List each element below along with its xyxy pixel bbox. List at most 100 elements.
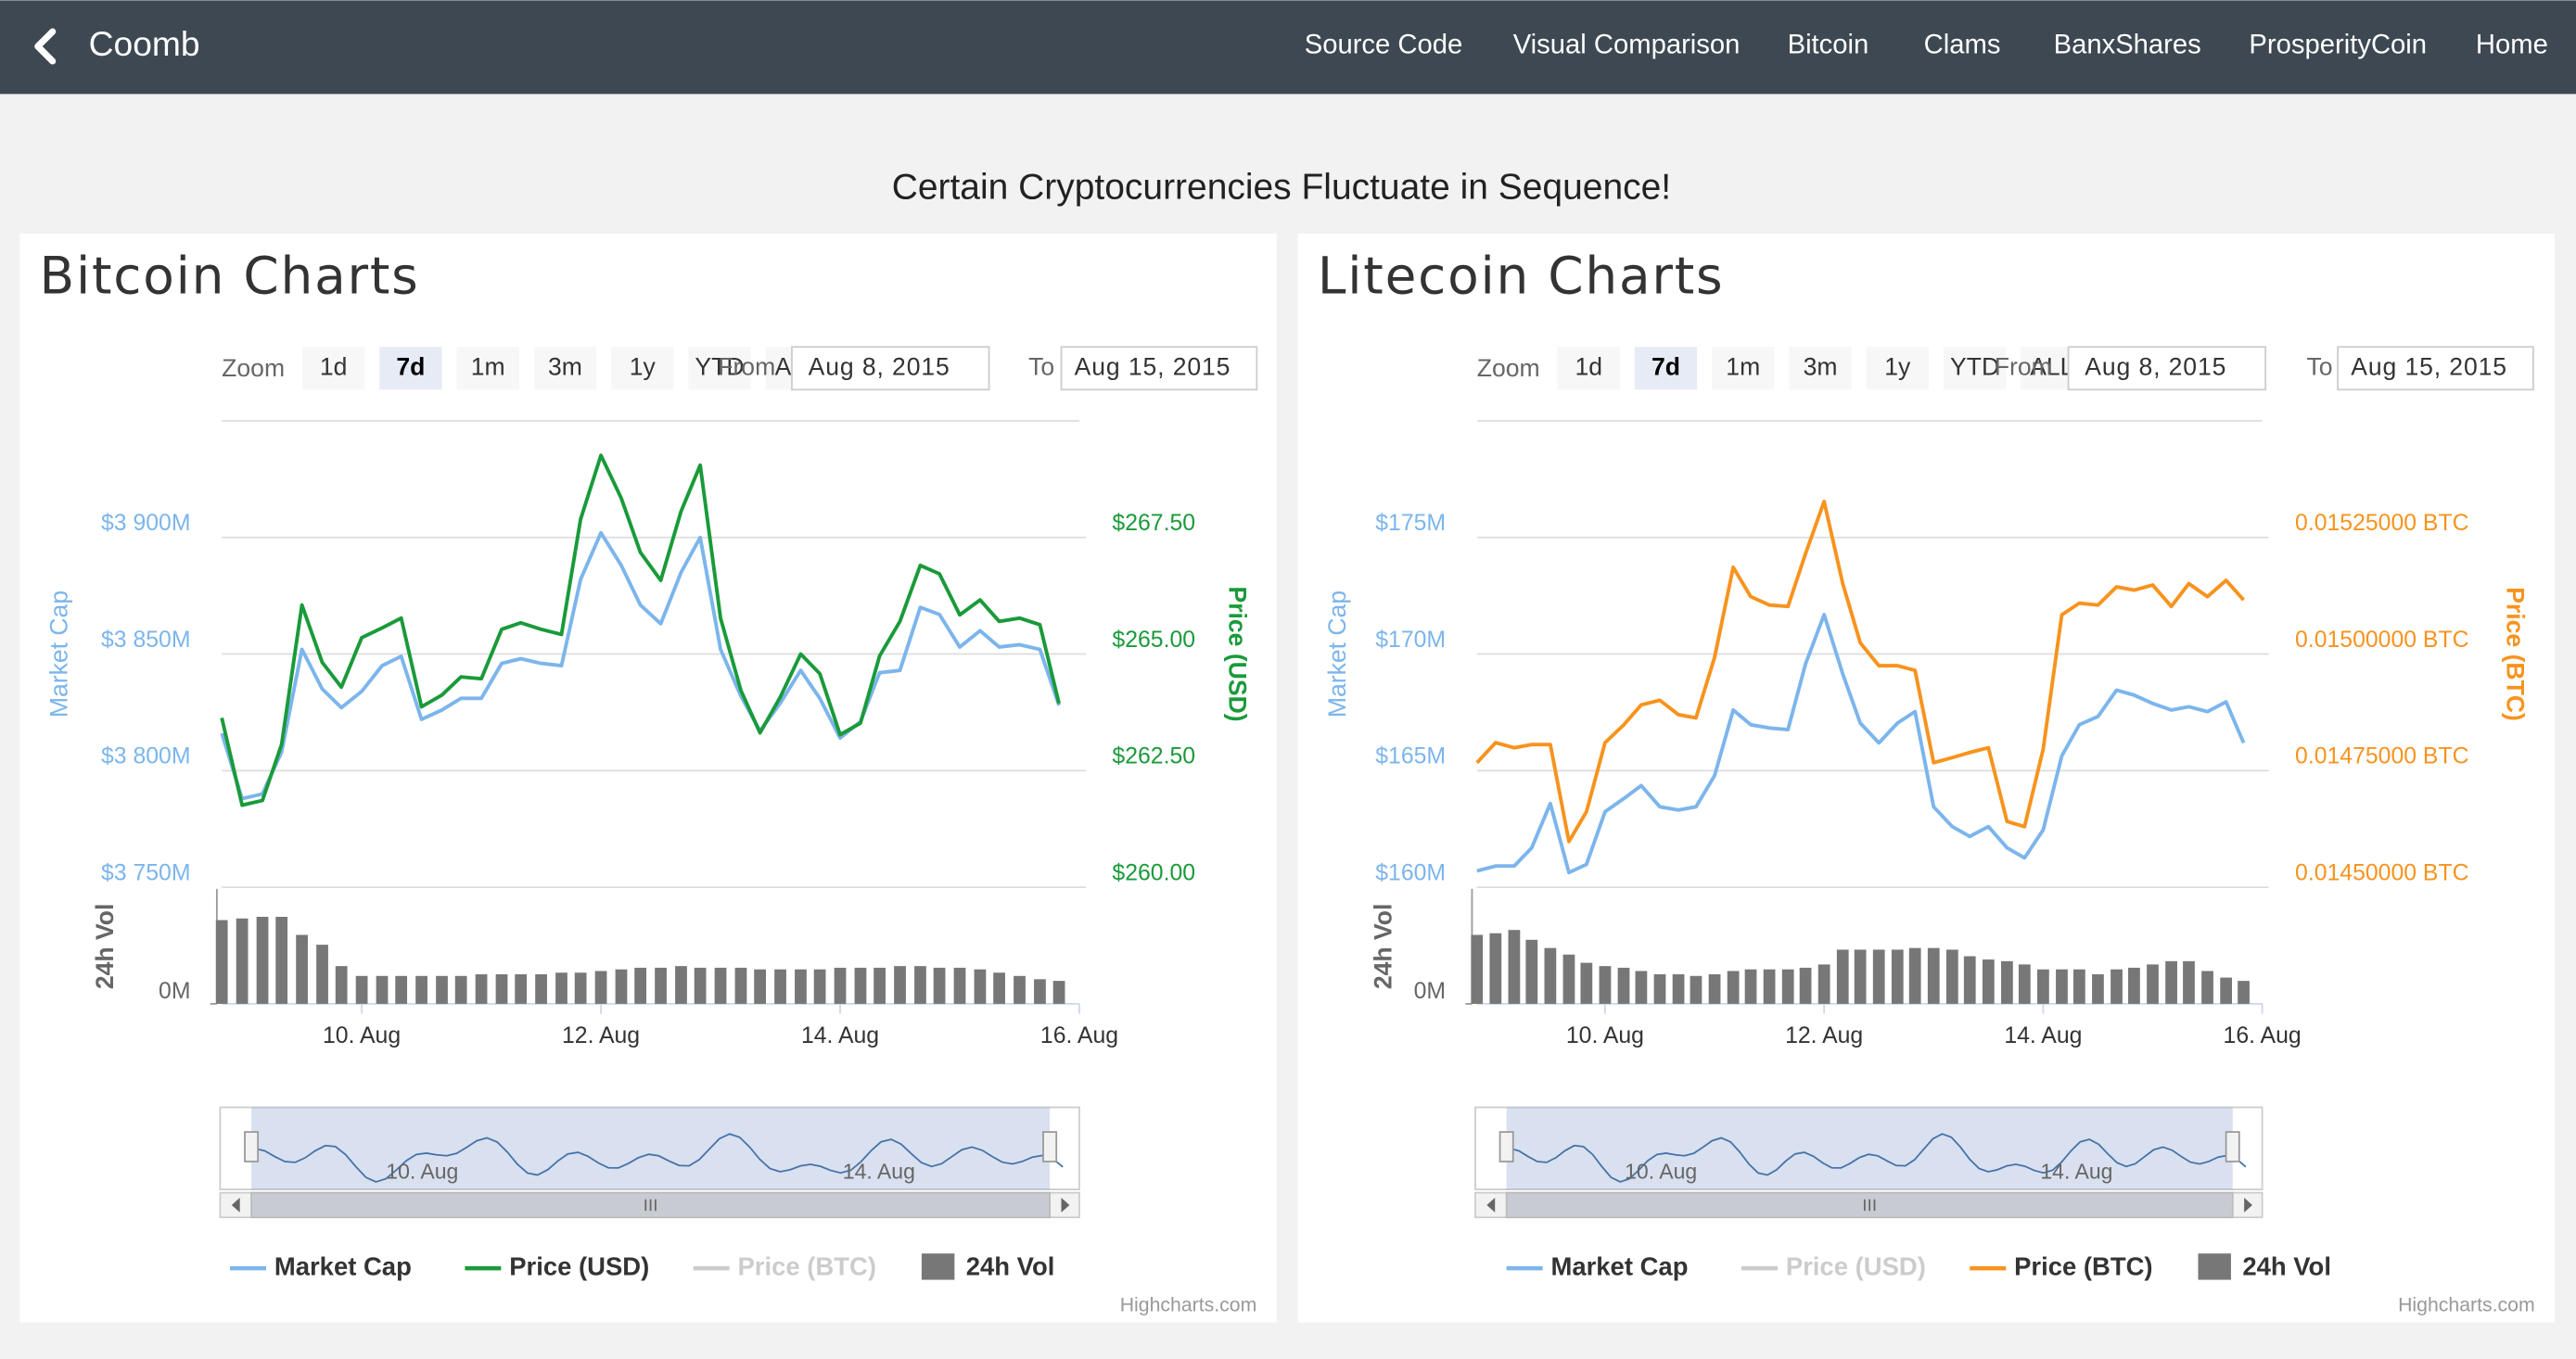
nav-link[interactable]: Source Code bbox=[1305, 31, 1463, 60]
zoom-button-label[interactable]: 1y bbox=[1884, 352, 1911, 380]
navigator-mask[interactable] bbox=[251, 1107, 1051, 1190]
volume-bar bbox=[355, 975, 368, 1004]
zoom-button[interactable] bbox=[1634, 347, 1698, 390]
navigator-handle[interactable] bbox=[2225, 1131, 2240, 1162]
volume-bar bbox=[1580, 962, 1593, 1004]
legend-symbol[interactable] bbox=[921, 1253, 955, 1280]
volume-bar bbox=[714, 967, 727, 1004]
y2-tick-label: $260.00 bbox=[1112, 860, 1195, 885]
nav-link[interactable]: BanxShares bbox=[2054, 31, 2201, 60]
y2-axis-title: Price (BTC) bbox=[2502, 587, 2530, 721]
volume-bar bbox=[1052, 981, 1065, 1004]
credits[interactable]: Highcharts.com bbox=[2398, 1294, 2535, 1316]
zoom-button-label[interactable]: 7d bbox=[396, 352, 425, 380]
nav-link[interactable]: ProsperityCoin bbox=[2249, 31, 2427, 60]
volume-bar bbox=[1763, 969, 1776, 1004]
volume-bar bbox=[2111, 969, 2123, 1004]
brand[interactable]: Coomb bbox=[89, 24, 200, 63]
volume-bar bbox=[1635, 971, 1648, 1004]
zoom-button-label[interactable]: 7d bbox=[1651, 352, 1680, 380]
zoom-button[interactable] bbox=[1712, 347, 1775, 390]
volume-bar bbox=[834, 967, 847, 1004]
from-input[interactable] bbox=[2067, 346, 2267, 391]
navigator-frame bbox=[1474, 1106, 2264, 1190]
scrollbar-arrow-right[interactable] bbox=[2244, 1197, 2252, 1213]
zoom-button[interactable] bbox=[456, 347, 519, 390]
navigator-line bbox=[1509, 1133, 2247, 1183]
to-value[interactable]: Aug 15, 2015 bbox=[1075, 352, 1231, 380]
navigator-label: 10. Aug bbox=[1625, 1159, 1697, 1183]
nav-link[interactable]: Bitcoin bbox=[1788, 31, 1869, 60]
credits[interactable]: Highcharts.com bbox=[1120, 1294, 1257, 1316]
volume-bar bbox=[2092, 974, 2104, 1004]
zoom-button-label[interactable]: 1m bbox=[471, 352, 505, 380]
navigator-mask[interactable] bbox=[1506, 1107, 2233, 1190]
volume-bar bbox=[655, 967, 667, 1004]
nav-link[interactable]: Clams bbox=[1924, 31, 2001, 60]
legend-label[interactable]: Price (BTC) bbox=[2014, 1251, 2153, 1280]
to-label: To bbox=[1028, 352, 1054, 380]
y-tick-label: $3 750M bbox=[101, 860, 190, 885]
zoom-button[interactable] bbox=[301, 347, 365, 390]
zoom-button-label[interactable]: 1d bbox=[320, 352, 348, 380]
zoom-button-label[interactable]: YTD bbox=[695, 352, 744, 380]
volume-bar bbox=[2018, 964, 2031, 1004]
nav-link[interactable]: Home bbox=[2476, 31, 2548, 60]
x-tick-label: 12. Aug bbox=[562, 1023, 640, 1048]
navigator-handle[interactable] bbox=[1498, 1131, 1514, 1162]
legend-label[interactable]: Price (BTC) bbox=[737, 1251, 876, 1280]
volume-bar bbox=[813, 969, 826, 1004]
legend-symbol[interactable] bbox=[2198, 1253, 2231, 1280]
vol-axis-title: 24h Vol bbox=[91, 904, 119, 990]
legend-label[interactable]: 24h Vol bbox=[966, 1251, 1055, 1280]
volume-bar bbox=[1781, 969, 1794, 1004]
volume-bar bbox=[1508, 930, 1521, 1004]
zoom-button-label[interactable]: 3m bbox=[548, 352, 582, 380]
volume-bar bbox=[1034, 979, 1046, 1004]
zoom-button[interactable] bbox=[1943, 347, 2007, 390]
navigator-handle[interactable] bbox=[244, 1131, 260, 1162]
legend-label[interactable]: Market Cap bbox=[1550, 1251, 1688, 1280]
zoom-button-label[interactable]: 1d bbox=[1575, 352, 1602, 380]
from-value[interactable]: Aug 8, 2015 bbox=[2085, 352, 2226, 380]
scrollbar-arrow-right[interactable] bbox=[1061, 1197, 1070, 1213]
navigator-handle[interactable] bbox=[1042, 1131, 1058, 1162]
scrollbar-arrow-left[interactable] bbox=[231, 1197, 240, 1213]
zoom-button-label[interactable]: 1m bbox=[1726, 352, 1760, 380]
zoom-button-label[interactable]: YTD bbox=[1950, 352, 1999, 380]
zoom-button[interactable] bbox=[1789, 347, 1852, 390]
zoom-button-label[interactable]: ALL bbox=[2030, 352, 2073, 380]
to-input[interactable] bbox=[2337, 346, 2534, 391]
volume-bar bbox=[1854, 949, 1867, 1004]
legend-label[interactable]: Market Cap bbox=[274, 1251, 412, 1280]
volume-bar bbox=[454, 975, 467, 1004]
legend-label[interactable]: Price (USD) bbox=[1786, 1251, 1926, 1280]
scrollbar-arrow-left[interactable] bbox=[1486, 1197, 1496, 1213]
volume-bar bbox=[475, 974, 488, 1004]
zoom-button[interactable] bbox=[1866, 347, 1929, 390]
zoom-button[interactable] bbox=[1557, 347, 1620, 390]
volume-bar bbox=[415, 975, 427, 1004]
nav-link[interactable]: Visual Comparison bbox=[1513, 31, 1741, 60]
zoom-button[interactable] bbox=[611, 347, 674, 390]
volume-bar bbox=[1744, 969, 1757, 1004]
zoom-button[interactable] bbox=[533, 347, 597, 390]
zoom-button-label[interactable]: 1y bbox=[630, 352, 657, 380]
x-tick-label: 16. Aug bbox=[1040, 1023, 1118, 1048]
back-icon[interactable] bbox=[34, 28, 57, 65]
to-input[interactable] bbox=[1060, 346, 1258, 391]
volume-bar bbox=[2128, 967, 2140, 1004]
zoom-button-label[interactable]: 3m bbox=[1804, 352, 1838, 380]
zoom-button[interactable] bbox=[379, 347, 442, 390]
volume-bar bbox=[1982, 959, 1995, 1004]
from-value[interactable]: Aug 8, 2015 bbox=[809, 352, 950, 380]
volume-bar bbox=[1799, 967, 1812, 1004]
from-label: From bbox=[718, 352, 775, 380]
from-input[interactable] bbox=[791, 346, 990, 391]
y2-tick-label: 0.01450000 BTC bbox=[2295, 860, 2469, 885]
legend-label[interactable]: Price (USD) bbox=[509, 1251, 649, 1280]
navigator-label: 14. Aug bbox=[843, 1159, 915, 1183]
legend-label[interactable]: 24h Vol bbox=[2242, 1251, 2331, 1280]
zoom-button[interactable] bbox=[688, 347, 751, 390]
to-value[interactable]: Aug 15, 2015 bbox=[2351, 352, 2507, 380]
